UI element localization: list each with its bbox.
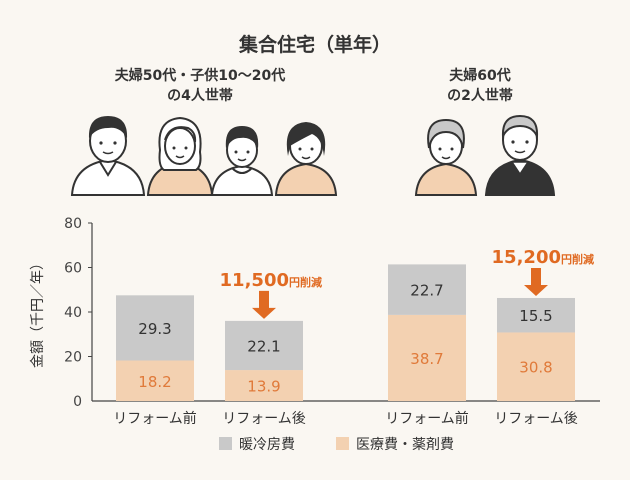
data-label: 38.7 [410,350,443,368]
group-label-line: 夫婦50代・子供10〜20代 [114,68,286,84]
axes: 0 20 40 60 80 金額（千円／年） リフォーム前 リフォーム後 リフォーム前 リフォーム… [30,216,600,427]
data-label: 30.8 [519,359,552,377]
person-senior-woman-icon [414,118,478,196]
person-senior-man-icon [484,114,556,196]
bar-segment [116,360,194,401]
person-son-icon [210,126,274,196]
bar-segment [497,297,575,333]
group-label-line: の4人世帯 [167,88,233,104]
y-tick-label: 80 [64,216,82,232]
legend-label: 医療費・薬剤費 [356,436,454,453]
reduction-value: 11,500 [220,270,289,291]
bar-segment [388,314,466,401]
group-label-line: 夫婦60代 [449,68,511,84]
data-label: 22.1 [247,337,280,355]
reduction-annotation: 15,200 円削減 [492,247,594,296]
person-father-icon [70,116,146,196]
data-label: 18.2 [138,373,171,391]
group-label-family: 夫婦50代・子供10〜20代 の4人世帯 [70,66,330,106]
x-tick-label: リフォーム後 [494,411,578,427]
y-tick-label: 60 [64,261,82,277]
down-arrow-icon [252,290,276,319]
bar-segment [225,370,303,401]
group-label-senior: 夫婦60代 の2人世帯 [400,66,560,106]
legend-swatch [219,437,232,450]
data-label: 13.9 [247,378,280,396]
bar-segment [225,320,303,371]
value-labels: 18.2 29.3 13.9 22.1 38.7 22.7 30.8 15.5 [138,282,552,396]
x-tick-label: リフォーム前 [113,410,197,427]
chart-title: 集合住宅（単年） [238,34,391,56]
person-mother-icon [146,116,214,196]
down-arrow-icon [524,267,548,296]
x-tick-label: リフォーム前 [385,410,469,427]
legend: 暖冷房費 医療費・薬剤費 [219,436,454,453]
family-illustration [70,114,556,196]
legend-label: 暖冷房費 [239,437,295,453]
y-tick-label: 20 [64,350,82,366]
data-label: 15.5 [519,307,552,325]
data-label: 29.3 [138,320,171,338]
reduction-value: 15,200 [492,247,561,268]
reduction-unit: 円削減 [561,252,594,266]
legend-swatch [336,437,349,450]
person-daughter-icon [274,122,338,196]
group-label-line: の2人世帯 [447,88,513,104]
bar-segment [497,332,575,401]
x-tick-label: リフォーム後 [222,411,306,427]
reduction-annotation: 11,500 円削減 [220,270,322,319]
y-tick-label: 40 [64,305,82,321]
bar-segment [116,295,194,361]
y-axis-label: 金額（千円／年） [30,256,46,368]
data-label: 22.7 [410,282,443,300]
bar-segment [388,264,466,315]
reduction-unit: 円削減 [289,275,322,289]
bars [116,264,575,401]
y-tick-label: 0 [73,394,82,410]
